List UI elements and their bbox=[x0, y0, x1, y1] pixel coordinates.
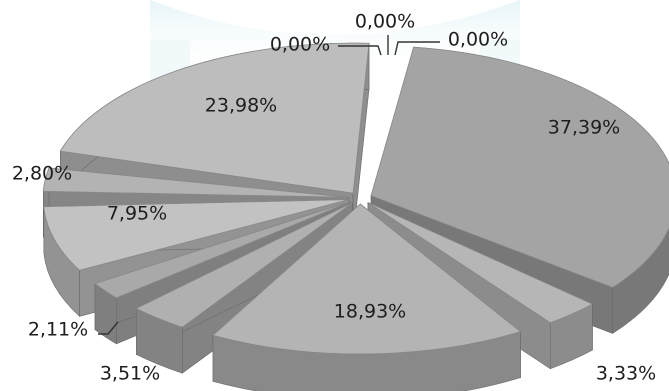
slice-label-2: 18,93% bbox=[333, 300, 407, 323]
slice-label-0: 37,39% bbox=[547, 116, 621, 139]
slice-label-5: 7,95% bbox=[106, 202, 168, 225]
slice-label-10: 0,00% bbox=[447, 28, 509, 51]
slice-label-4: 2,11% bbox=[27, 318, 89, 341]
leader-line-zero-right bbox=[394, 41, 440, 56]
slice-label-7: 23,98% bbox=[204, 94, 278, 117]
slice-label-8: 0,00% bbox=[269, 33, 331, 56]
leader-line-zero-left bbox=[338, 45, 382, 56]
slice-label-9: 0,00% bbox=[354, 10, 416, 33]
slice-label-1: 3,33% bbox=[595, 362, 657, 385]
leader-line-2-11 bbox=[98, 321, 119, 335]
slice-label-6: 2,80% bbox=[11, 162, 73, 185]
slice-label-3: 3,51% bbox=[99, 362, 161, 385]
pie-slice-2 bbox=[212, 203, 522, 391]
